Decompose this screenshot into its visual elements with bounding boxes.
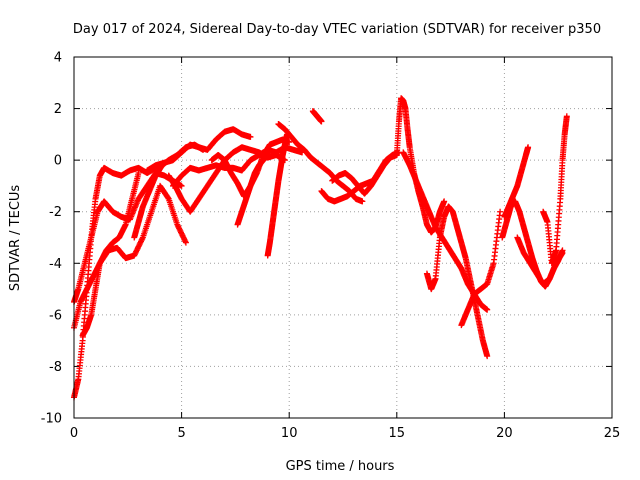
x-tick-label: 20 [496,426,513,441]
x-tick-label: 15 [389,426,406,441]
chart-title: Day 017 of 2024, Sidereal Day-to-day VTE… [73,22,601,37]
series-arc-11 [309,108,325,125]
series-arc-15-18 [400,149,491,313]
x-tick-label: 25 [604,426,621,441]
x-tick-label: 5 [177,426,185,441]
data-point [178,182,185,189]
x-tick-labels: 0 5 10 15 20 25 [70,426,620,441]
data-point [359,198,366,205]
data-point [135,170,142,177]
axis-ticks [73,56,613,419]
series-arc-early-3 [71,182,189,331]
series-arc-mid-5 [234,149,271,228]
series-arc-12-14 [329,151,400,197]
data-points [71,95,570,401]
x-tick-label: 10 [281,426,298,441]
series-arc-early-4 [79,170,142,339]
y-tick-label: -4 [49,257,62,272]
series-arc-mid-1 [144,126,254,174]
y-tick-label: 4 [54,51,62,66]
y-tick-label: 2 [54,102,62,117]
series-arc-22-end [540,113,570,267]
y-axis-label: SDTVAR / TECUs [8,185,23,292]
data-point [182,239,189,246]
data-point [264,149,271,156]
plot-frame [73,56,613,419]
x-axis-label: GPS time / hours [286,459,395,474]
series-arc-21-22 [514,234,566,287]
grid-lines [74,57,612,418]
data-point [318,118,325,125]
series-arc-15-peak [393,95,448,236]
y-tick-label: -6 [49,308,62,323]
series-arc-mid-3 [165,144,288,215]
x-tick-label: 0 [70,426,78,441]
y-tick-label: -8 [49,360,62,375]
series-arc-dip-9 [264,131,291,259]
y-tick-labels: -10 -8 -6 -4 -2 0 2 4 [41,51,62,427]
y-tick-label: 0 [54,154,62,169]
y-tick-label: -2 [49,205,62,220]
data-point [497,208,504,215]
y-tick-label: -10 [41,412,62,427]
data-point [247,133,254,140]
